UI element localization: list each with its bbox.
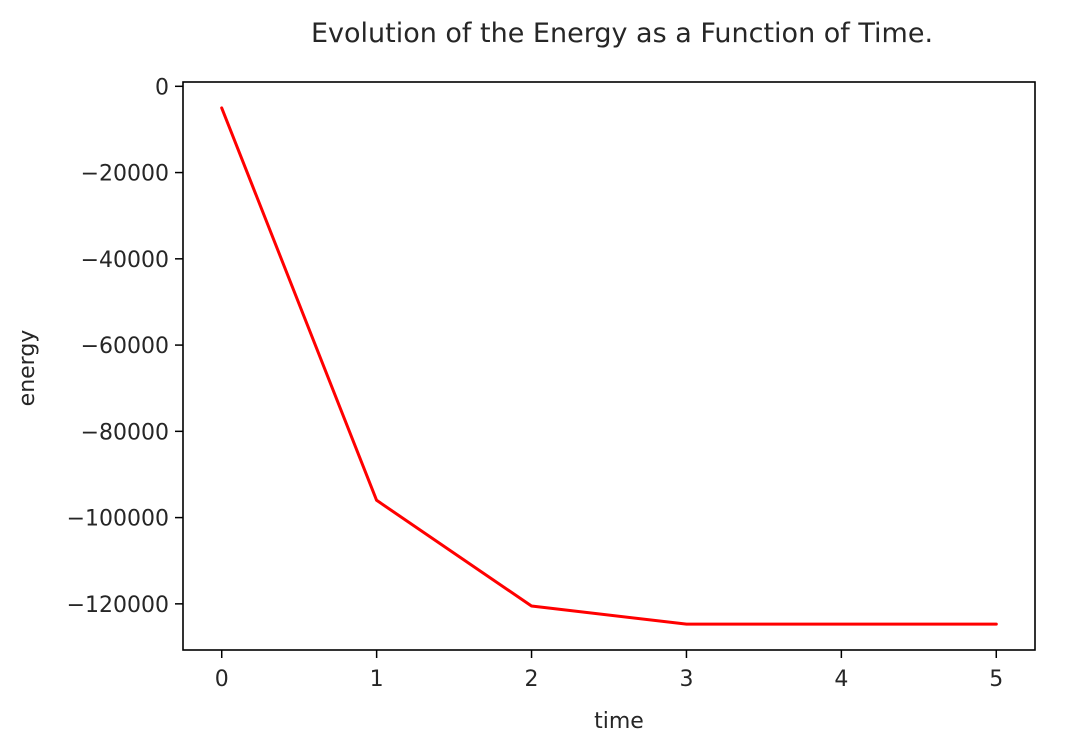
- series-layer: [220, 106, 998, 626]
- energy-series-line: [220, 106, 998, 626]
- x-tick-label: 0: [215, 667, 229, 692]
- y-axis-ticks: 0 −20000 −40000 −60000 −80000 −100000 −120000: [67, 75, 183, 618]
- y-tick-label: −120000: [67, 593, 169, 618]
- y-tick-label: −20000: [81, 162, 169, 187]
- y-tick-label: 0: [155, 75, 169, 100]
- x-tick-label: 4: [834, 667, 848, 692]
- x-tick-label: 1: [370, 667, 384, 692]
- y-tick-label: −80000: [81, 420, 169, 445]
- chart-title: Evolution of the Energy as a Function of…: [311, 18, 933, 49]
- plot-area-frame: [182, 81, 1036, 651]
- y-tick-label: −60000: [81, 334, 169, 359]
- y-tick-label: −100000: [67, 507, 169, 532]
- x-tick-label: 5: [989, 667, 1003, 692]
- x-tick-label: 2: [525, 667, 539, 692]
- x-axis-ticks: 0 1 2 3 4 5: [215, 650, 1003, 692]
- x-tick-label: 3: [679, 667, 693, 692]
- y-tick-label: −40000: [81, 248, 169, 273]
- y-axis-label: energy: [15, 330, 40, 407]
- x-axis-label: time: [594, 709, 644, 734]
